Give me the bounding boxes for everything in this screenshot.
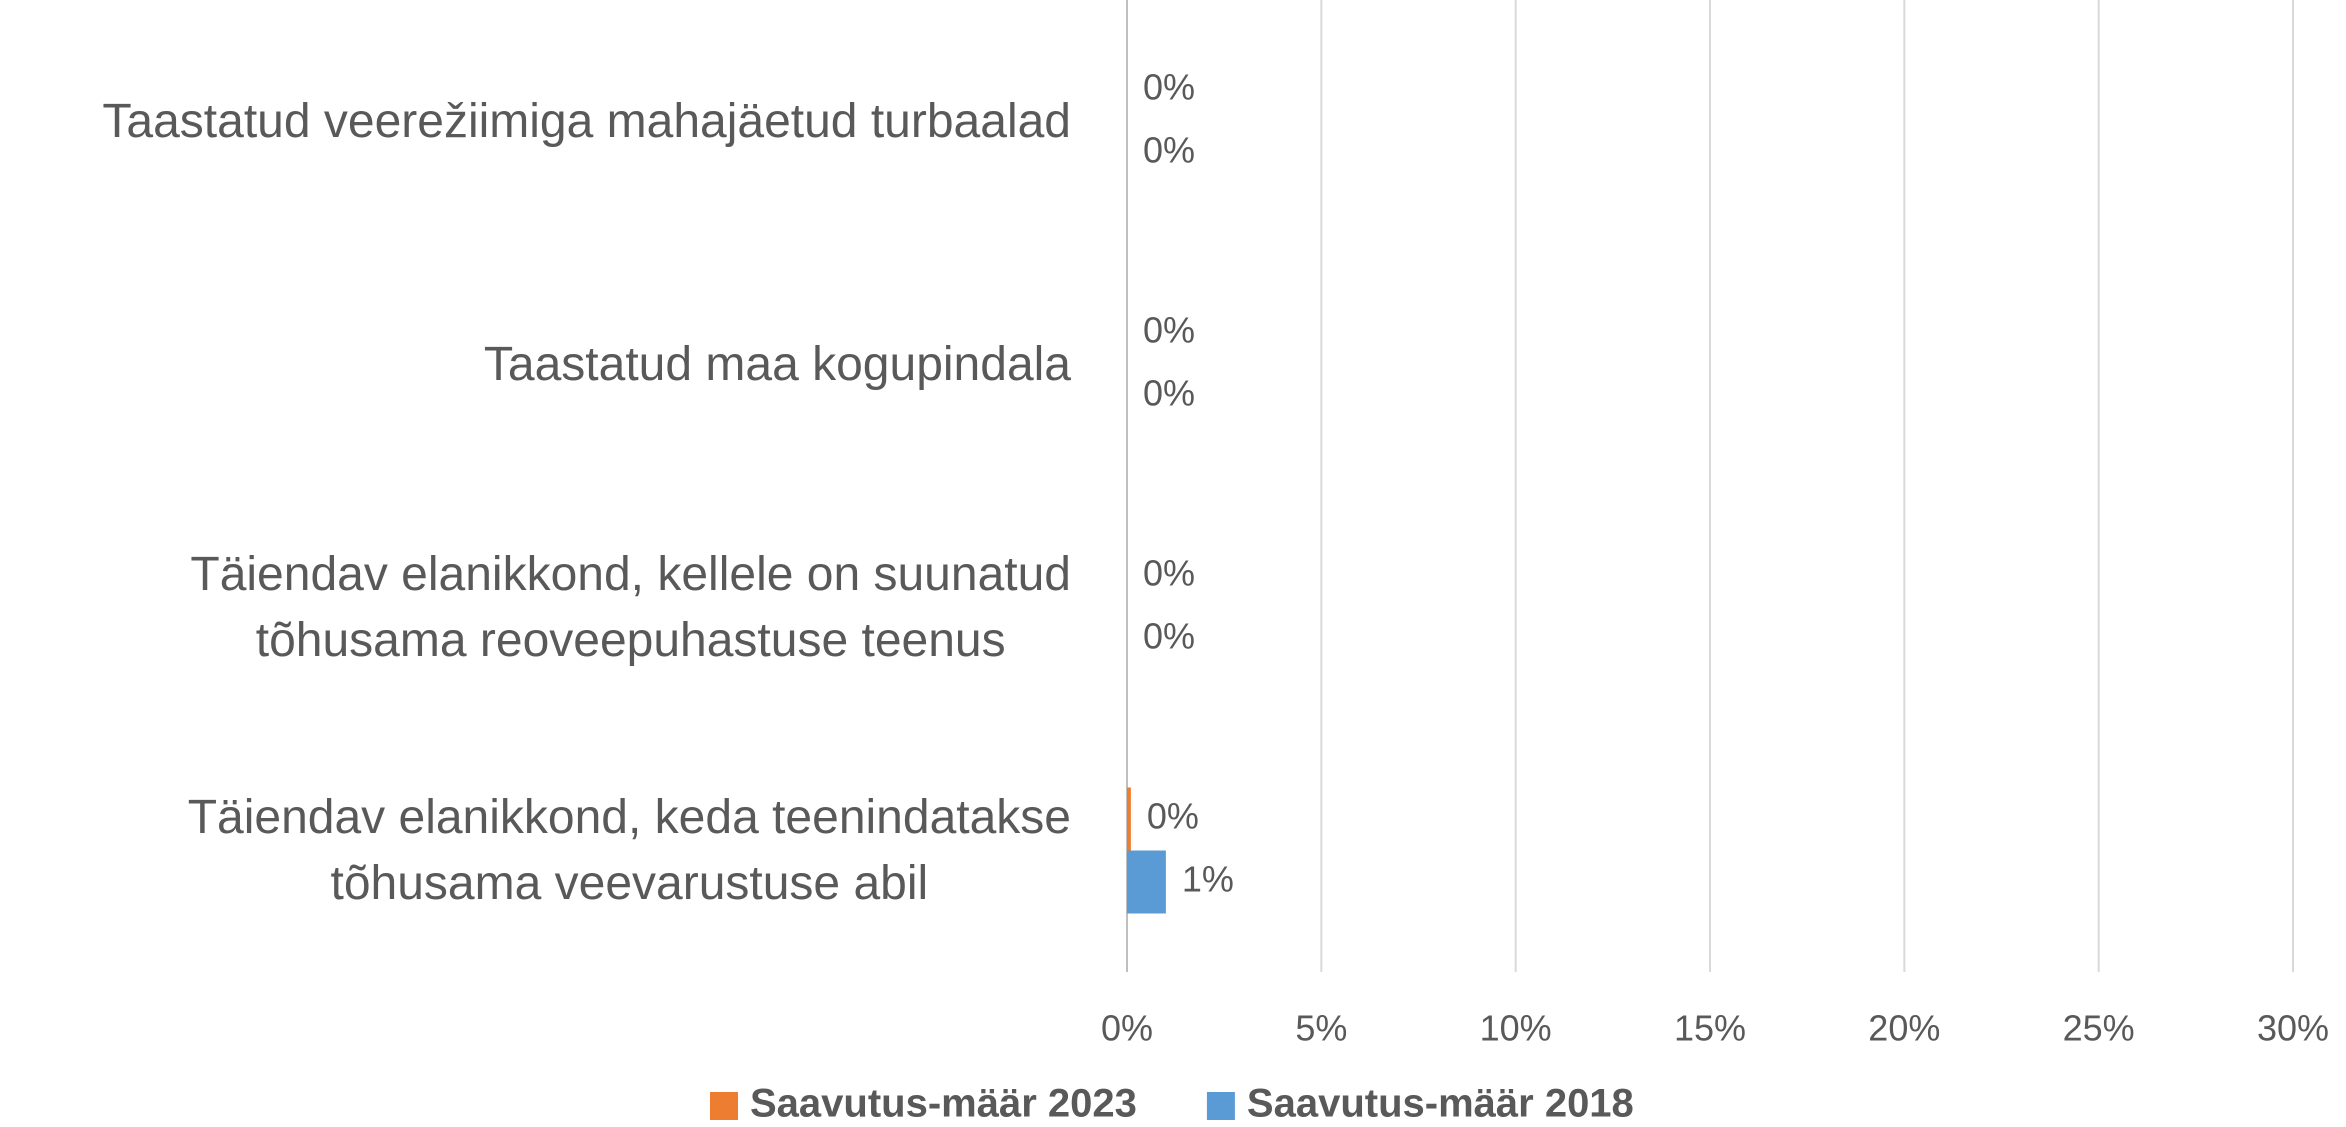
x-tick-label: 25% — [2063, 1008, 2135, 1049]
legend-label: Saavutus-määr 2023 — [750, 1082, 1137, 1126]
legend-swatch — [710, 1092, 738, 1120]
data-label: 0% — [1143, 310, 1195, 351]
x-tick-label: 30% — [2257, 1008, 2329, 1049]
data-label: 0% — [1143, 67, 1195, 108]
data-label: 0% — [1143, 130, 1195, 171]
category-label: Täiendav elanikkond, kellele on suunatud… — [190, 547, 1071, 667]
category-label: Taastatud veerežiimiga mahajäetud turbaa… — [102, 94, 1071, 148]
category-label: Taastatud maa kogupindala — [483, 337, 1071, 391]
data-label: 0% — [1147, 796, 1199, 837]
x-tick-label: 15% — [1674, 1008, 1746, 1049]
data-label: 0% — [1143, 553, 1195, 594]
legend-label: Saavutus-määr 2018 — [1247, 1082, 1634, 1126]
x-tick-label: 10% — [1480, 1008, 1552, 1049]
x-tick-label: 5% — [1295, 1008, 1347, 1049]
legend-swatch — [1206, 1092, 1235, 1120]
data-label: 1% — [1182, 859, 1234, 900]
data-label: 0% — [1143, 616, 1195, 657]
data-label: 0% — [1143, 373, 1195, 414]
bar — [1127, 787, 1131, 851]
bar — [1127, 850, 1166, 914]
category-label: Täiendav elanikkond, keda teenindatakse … — [187, 790, 1071, 910]
x-tick-label: 20% — [1868, 1008, 1940, 1049]
x-tick-label: 0% — [1101, 1008, 1153, 1049]
